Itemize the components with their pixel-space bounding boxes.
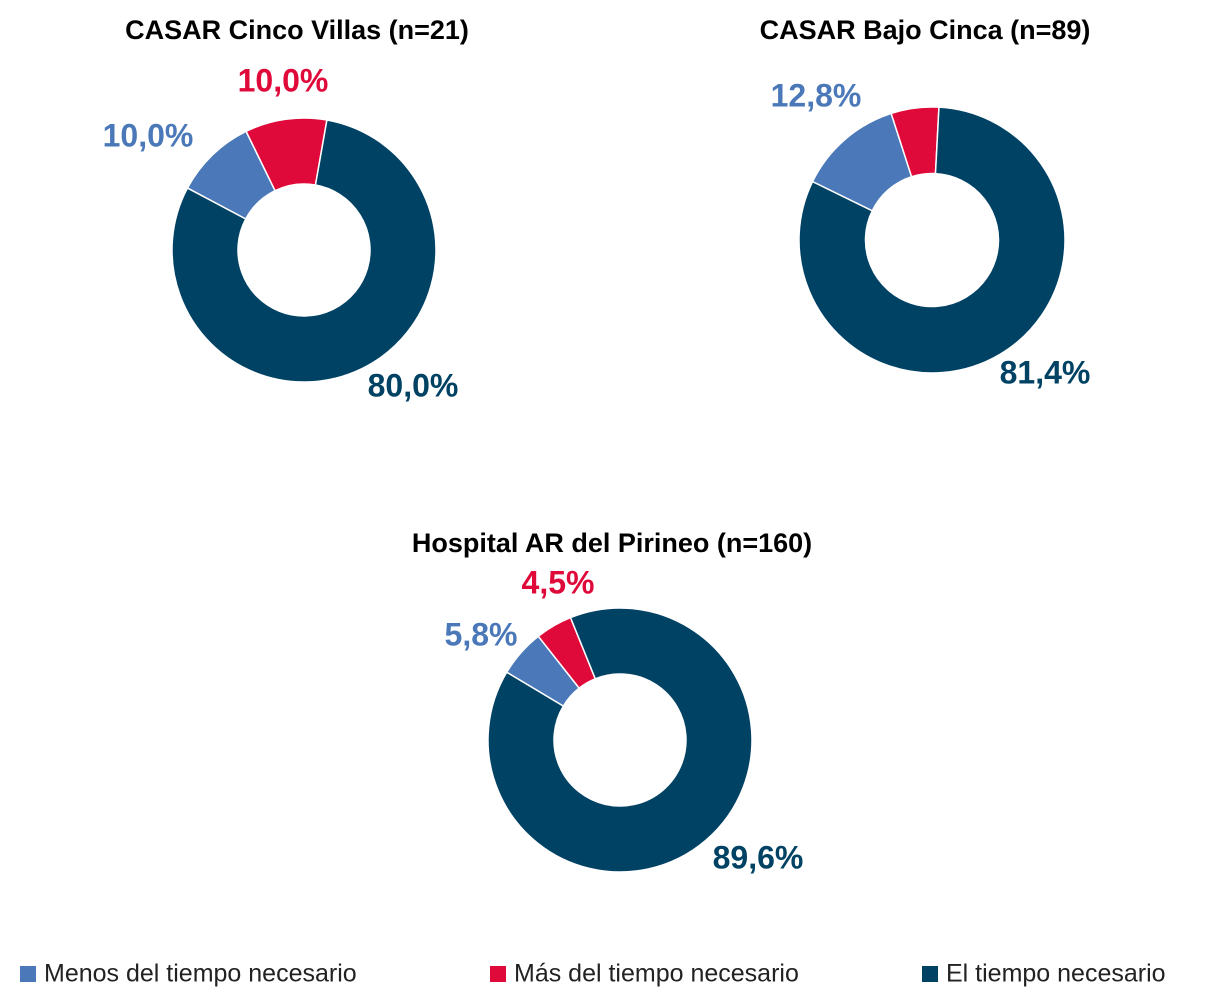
legend-swatch [20, 966, 36, 982]
chart-title: Hospital AR del Pirineo (n=160) [412, 528, 812, 558]
donut-segment [171, 119, 437, 383]
value-label: 4,5% [522, 564, 595, 600]
legend-swatch [490, 966, 506, 982]
value-label: 80,0% [368, 367, 459, 403]
value-label: 12,8% [771, 77, 862, 113]
value-label: 10,0% [238, 62, 329, 98]
legend-label: Más del tiempo necesario [514, 960, 799, 988]
legend-swatch [922, 966, 938, 982]
value-label: 5,8% [445, 616, 518, 652]
value-label: 89,6% [713, 839, 804, 875]
chart-title: CASAR Cinco Villas (n=21) [125, 15, 469, 45]
value-label: 81,4% [1000, 354, 1091, 390]
donut-segment [487, 607, 753, 873]
donut-segment [798, 106, 1066, 374]
value-label: 10,0% [103, 117, 194, 153]
legend-label: Menos del tiempo necesario [44, 960, 357, 988]
legend-label: El tiempo necesario [946, 960, 1166, 988]
chart-title: CASAR Bajo Cinca (n=89) [760, 15, 1091, 45]
